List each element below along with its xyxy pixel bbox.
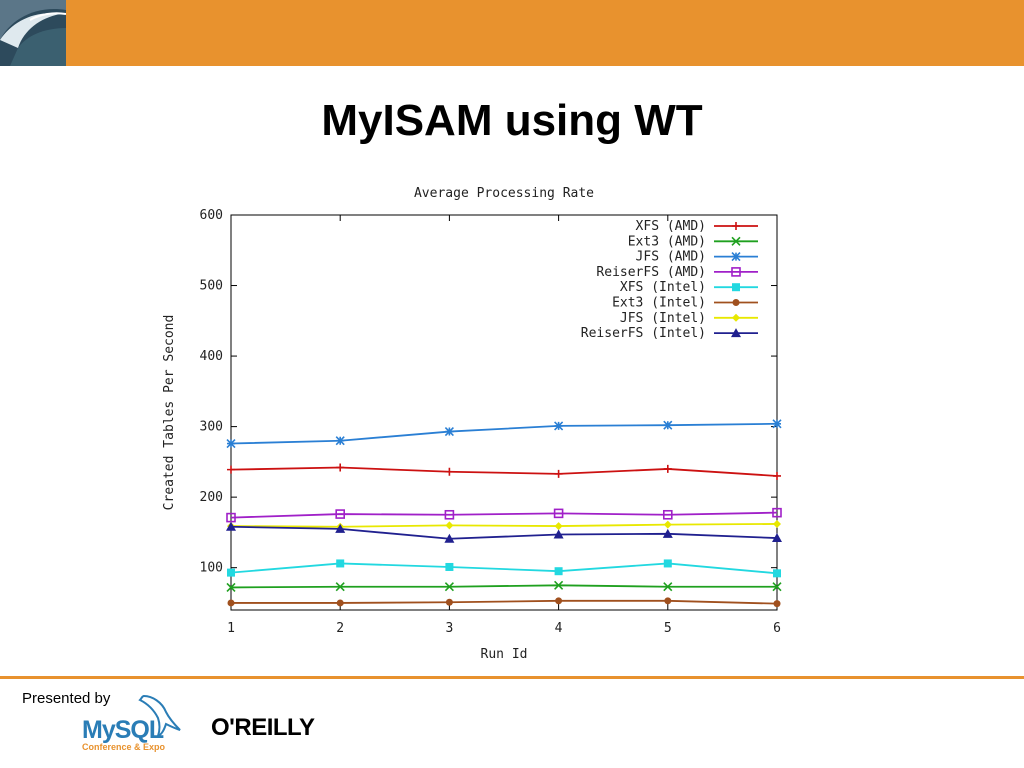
series-line xyxy=(230,584,777,589)
data-point xyxy=(445,467,454,476)
legend-label: JFS (AMD) xyxy=(636,250,706,265)
data-point xyxy=(663,464,672,473)
legend-label: XFS (Intel) xyxy=(620,280,706,295)
data-point xyxy=(336,463,345,472)
y-tick-label: 600 xyxy=(200,208,223,223)
legend-marker xyxy=(732,222,740,230)
data-point xyxy=(444,426,454,437)
legend-label: ReiserFS (Intel) xyxy=(581,326,706,341)
data-point xyxy=(773,519,781,528)
line-chart: Average Processing Rate 100 200 300 400 500 60… xyxy=(162,186,782,662)
data-point xyxy=(772,582,782,592)
wave-icon xyxy=(0,0,66,66)
chart-title: Average Processing Rate xyxy=(414,186,594,201)
data-point xyxy=(553,529,564,539)
data-point xyxy=(336,599,344,607)
legend-label: ReiserFS (AMD) xyxy=(596,265,706,280)
mysql-sub-text: Conference & Expo xyxy=(82,742,166,752)
data-point xyxy=(662,528,673,538)
data-point xyxy=(772,419,782,429)
data-point xyxy=(227,465,235,474)
legend-marker xyxy=(732,299,740,306)
y-tick-label: 300 xyxy=(200,420,223,435)
legend-marker xyxy=(731,328,741,338)
legend-label: Ext3 (Intel) xyxy=(612,296,706,311)
dolphin-icon xyxy=(138,694,181,738)
data-point xyxy=(662,509,673,520)
x-tick-label: 2 xyxy=(336,621,344,636)
data-point xyxy=(444,533,455,543)
data-point xyxy=(553,508,564,519)
legend-marker xyxy=(732,283,740,292)
y-axis-label: Created Tables Per Second xyxy=(162,315,177,511)
data-point xyxy=(664,597,672,605)
data-point xyxy=(663,559,672,568)
series-line xyxy=(230,525,778,540)
data-point xyxy=(445,521,454,530)
data-point xyxy=(554,469,563,478)
y-tick-label: 500 xyxy=(200,279,223,294)
y-tick-label: 200 xyxy=(200,490,223,505)
x-axis-label: Run Id xyxy=(481,647,528,662)
data-point xyxy=(226,438,236,449)
series-line xyxy=(230,422,778,445)
data-point xyxy=(555,597,563,605)
x-tick-label: 3 xyxy=(445,621,453,636)
x-tick-label: 6 xyxy=(773,621,781,636)
data-point xyxy=(554,580,564,590)
data-point xyxy=(444,582,454,592)
footer-divider xyxy=(0,676,1024,679)
data-point xyxy=(445,562,454,571)
series-line xyxy=(231,599,778,605)
data-point xyxy=(773,471,781,480)
data-point xyxy=(226,512,236,523)
data-point xyxy=(773,569,781,578)
data-point xyxy=(445,598,453,606)
data-point xyxy=(663,520,672,529)
x-tick-label: 4 xyxy=(555,621,563,636)
data-point xyxy=(554,421,564,431)
x-tick-label: 5 xyxy=(664,621,672,636)
legend-marker xyxy=(732,313,740,322)
data-point xyxy=(554,522,563,531)
data-point xyxy=(335,582,345,592)
series-line xyxy=(230,562,778,575)
series-line xyxy=(230,523,778,528)
data-point xyxy=(336,559,345,568)
slide-title: MyISAM using WT xyxy=(321,96,703,145)
y-tick-label: 400 xyxy=(200,349,223,364)
data-point xyxy=(335,509,345,519)
data-point xyxy=(663,582,673,592)
data-point xyxy=(663,420,673,430)
data-point xyxy=(772,507,782,518)
data-point xyxy=(444,509,455,520)
y-tick-label: 100 xyxy=(200,561,223,576)
legend-marker xyxy=(731,252,741,262)
data-point xyxy=(554,567,563,576)
data-point xyxy=(773,600,781,608)
oreilly-logo-text: O'REILLY xyxy=(211,714,315,741)
mysql-logo-text: MySQL xyxy=(82,716,164,744)
data-point xyxy=(335,436,345,446)
legend-label: Ext3 (AMD) xyxy=(628,234,706,249)
data-point xyxy=(227,568,235,577)
presented-by-label: Presented by xyxy=(22,690,111,707)
legend-marker xyxy=(731,236,741,246)
plot-frame xyxy=(230,214,778,611)
legend-marker xyxy=(731,267,741,277)
data-point xyxy=(335,523,346,533)
header-bar xyxy=(0,0,1024,66)
data-point xyxy=(226,582,236,592)
data-point xyxy=(772,533,782,543)
series-line xyxy=(230,511,778,519)
series-line xyxy=(230,466,778,477)
data-point xyxy=(226,521,236,531)
legend-label: JFS (Intel) xyxy=(620,311,706,326)
x-tick-label: 1 xyxy=(227,621,235,636)
data-point xyxy=(227,599,235,607)
legend-label: XFS (AMD) xyxy=(636,219,706,234)
